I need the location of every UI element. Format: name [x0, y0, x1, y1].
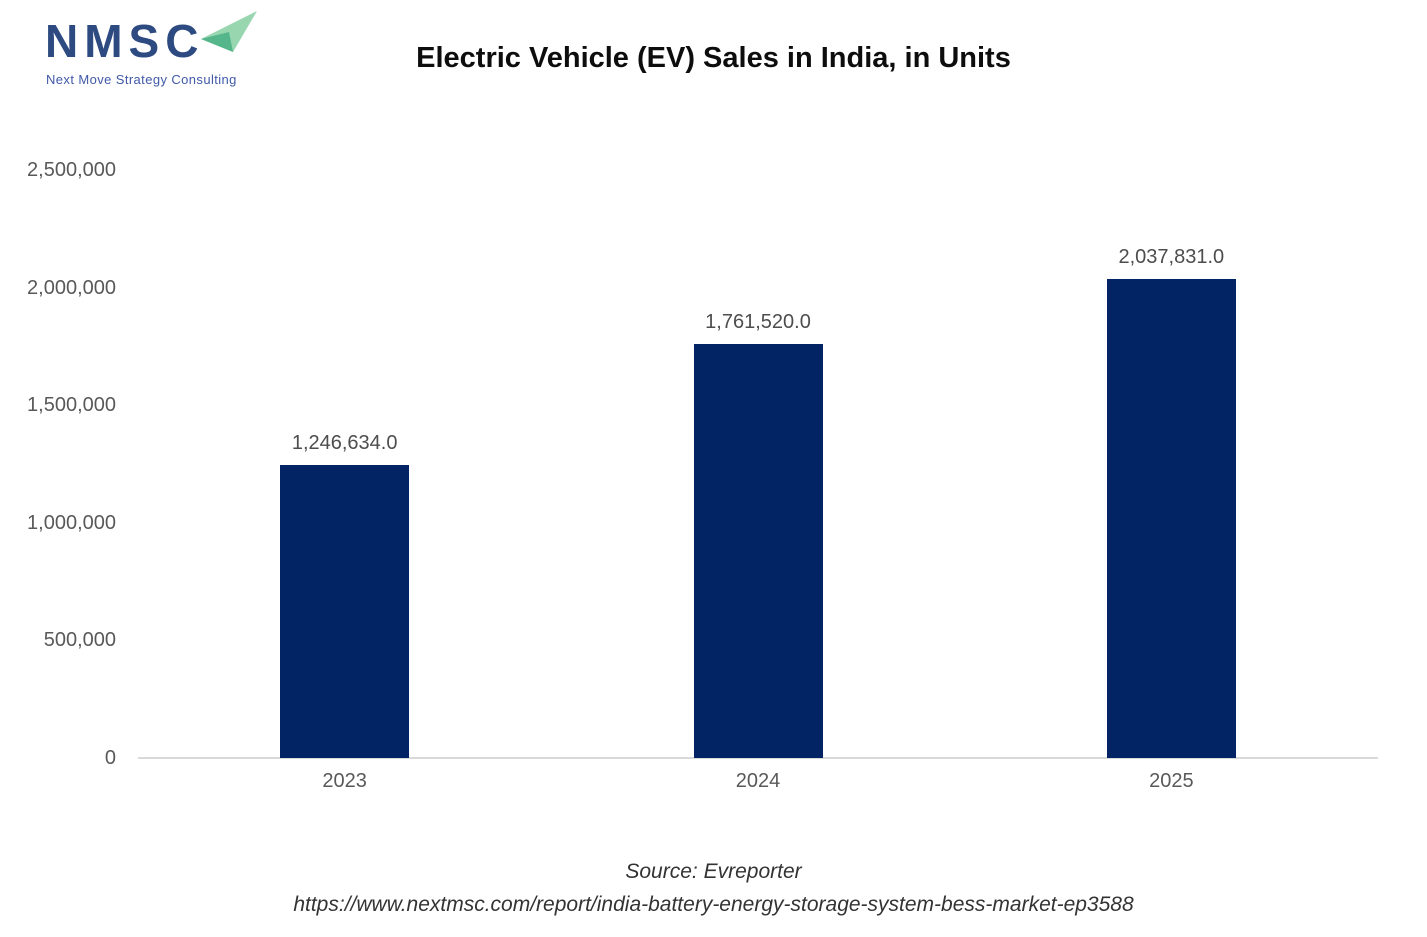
source-text: Source: Evreporter [625, 860, 802, 883]
logo-brand-text: NMSC [45, 15, 205, 67]
y-axis: 0 500,000 1,000,000 1,500,000 2,000,000 2,500… [0, 159, 116, 769]
y-tick-label: 1,500,000 [27, 394, 116, 417]
bar-2024 [693, 343, 823, 758]
source-url: https://www.nextmsc.com/report/india-bat… [293, 893, 1134, 916]
bar-value-label: 1,761,520.0 [705, 310, 811, 333]
logo-tagline: Next Move Strategy Consulting [46, 72, 237, 87]
bar-value-label: 2,037,831.0 [1118, 245, 1225, 268]
x-tick-label: 2024 [735, 770, 781, 792]
plot-area: 1,246,634.0 2023 1,761,520.0 2024 2,037,831.… [138, 170, 1378, 792]
x-tick-label: 2023 [322, 770, 367, 792]
bar-value-label: 1,246,634.0 [291, 431, 398, 454]
y-tick-label: 2,500,000 [27, 159, 116, 181]
x-axis-line [138, 757, 1378, 759]
paper-plane-icon [201, 11, 257, 52]
bar-2025 [1106, 278, 1236, 758]
y-tick-label: 1,000,000 [27, 511, 116, 534]
y-tick-label: 0 [104, 747, 116, 769]
nmsc-logo: NMSC Next Move Strategy Consulting [45, 10, 265, 90]
y-tick-label: 500,000 [43, 629, 116, 652]
bar-2023 [280, 464, 410, 758]
chart-title: Electric Vehicle (EV) Sales in India, in… [416, 42, 1011, 74]
x-tick-label: 2025 [1149, 770, 1194, 792]
y-tick-label: 2,000,000 [27, 276, 116, 299]
source-block: Source: Evreporter https://www.nextmsc.c… [0, 856, 1427, 921]
